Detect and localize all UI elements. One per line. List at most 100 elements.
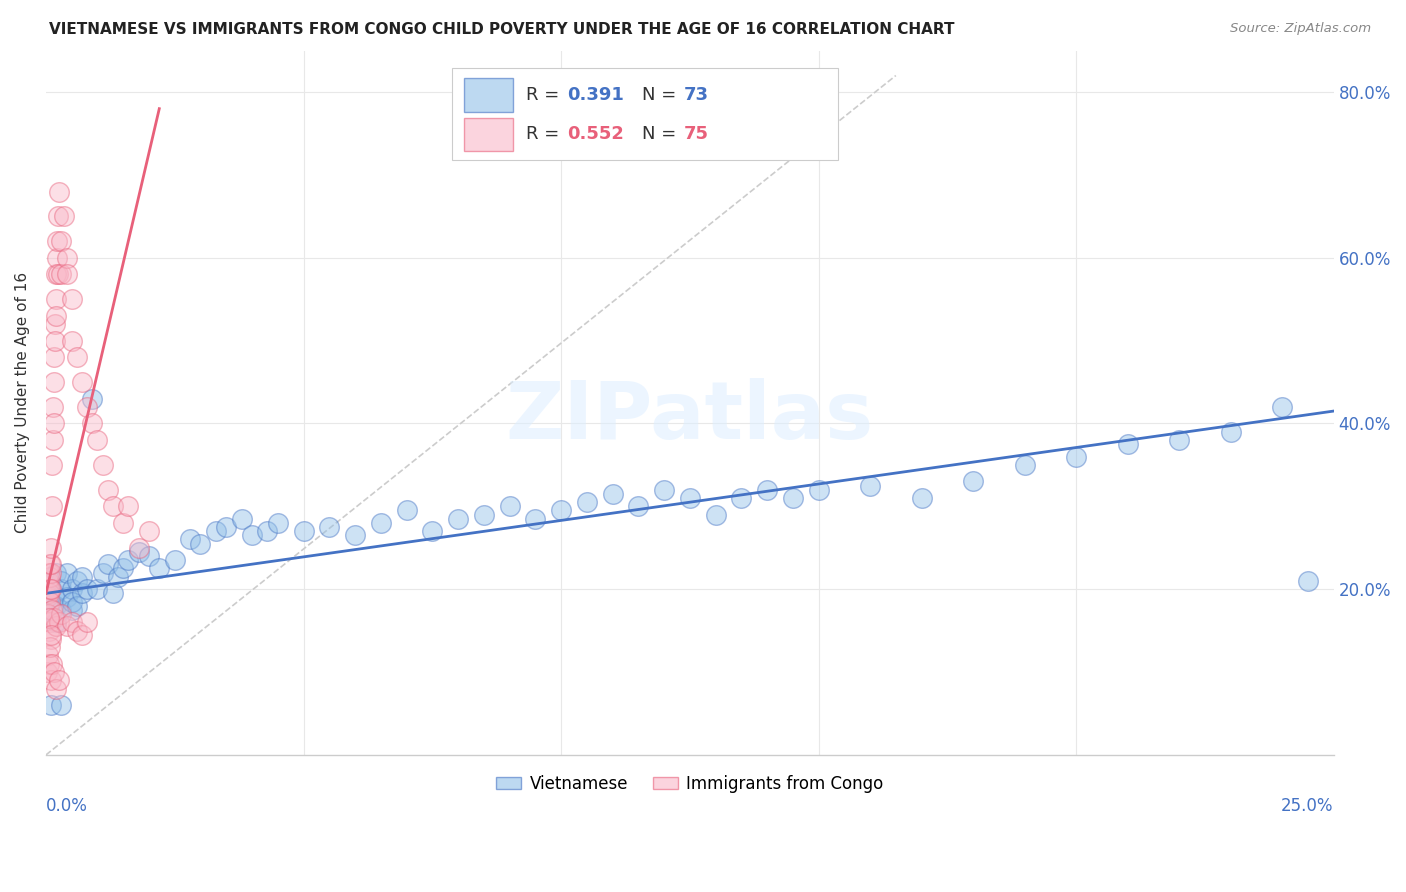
Point [46,234,69,248]
Point [498,500,520,514]
Point [704,508,727,522]
Point [44,317,66,331]
Point [179,533,201,547]
Point [42,611,65,625]
Text: ZIPatlas: ZIPatlas [506,378,875,456]
Point [66,350,89,364]
Point [39,582,62,597]
Point [51,603,73,617]
Point [53,210,76,224]
Point [148,561,170,575]
Point [44,334,66,348]
Point [45,619,67,633]
Point [1064,450,1087,464]
Text: N =: N = [643,126,682,144]
Point [46,210,69,224]
Point [45,599,67,613]
Point [447,512,470,526]
Point [163,553,186,567]
Point [627,500,650,514]
Text: N =: N = [643,86,682,104]
Point [51,582,73,597]
Point [45,251,67,265]
Point [190,536,212,550]
Text: VIETNAMESE VS IMMIGRANTS FROM CONGO CHILD POVERTY UNDER THE AGE OF 16 CORRELATIO: VIETNAMESE VS IMMIGRANTS FROM CONGO CHIL… [49,22,955,37]
Point [41,657,63,671]
Point [42,591,65,605]
Point [66,574,89,588]
Point [38,570,60,584]
Point [1014,458,1036,472]
Point [55,619,77,633]
Point [55,566,77,580]
Point [44,350,66,364]
Point [859,478,882,492]
Point [45,566,67,580]
Point [38,558,60,572]
Point [35,591,58,605]
Point [575,495,598,509]
Point [256,524,278,539]
Point [66,624,89,638]
Point [420,524,443,539]
Point [38,657,60,671]
Point [370,516,392,530]
Point [42,417,65,431]
Point [1296,574,1319,588]
Point [60,594,83,608]
Text: Source: ZipAtlas.com: Source: ZipAtlas.com [1230,22,1371,36]
Point [101,586,124,600]
Point [524,512,547,526]
Point [46,268,69,282]
Point [117,500,139,514]
Point [39,594,62,608]
Point [45,292,67,306]
Point [215,520,238,534]
Point [138,524,160,539]
Point [39,582,62,597]
Point [756,483,779,497]
FancyBboxPatch shape [451,69,838,160]
Point [51,698,73,713]
Point [39,566,62,580]
Point [41,433,63,447]
Point [602,487,624,501]
Point [39,628,62,642]
Point [51,234,73,248]
Point [86,433,108,447]
Point [910,491,932,505]
FancyBboxPatch shape [464,78,513,112]
Point [38,624,60,638]
Point [39,640,62,655]
Point [1168,433,1191,447]
Point [112,561,135,575]
Point [60,334,83,348]
Point [97,483,120,497]
Point [38,615,60,630]
Point [45,309,67,323]
Point [48,185,70,199]
Point [267,516,290,530]
Point [107,570,129,584]
Text: R =: R = [526,86,565,104]
Point [97,558,120,572]
Point [45,268,67,282]
Point [39,594,62,608]
Text: 73: 73 [683,86,709,104]
Point [42,665,65,679]
Point [41,458,63,472]
Point [395,503,418,517]
Point [70,570,93,584]
Point [91,566,114,580]
Point [48,615,70,630]
Point [37,648,59,663]
Point [128,545,150,559]
Point [48,673,70,688]
Point [41,603,63,617]
Point [51,268,73,282]
Point [37,607,59,621]
Point [117,553,139,567]
Point [82,392,104,406]
Point [292,524,315,539]
Point [39,673,62,688]
